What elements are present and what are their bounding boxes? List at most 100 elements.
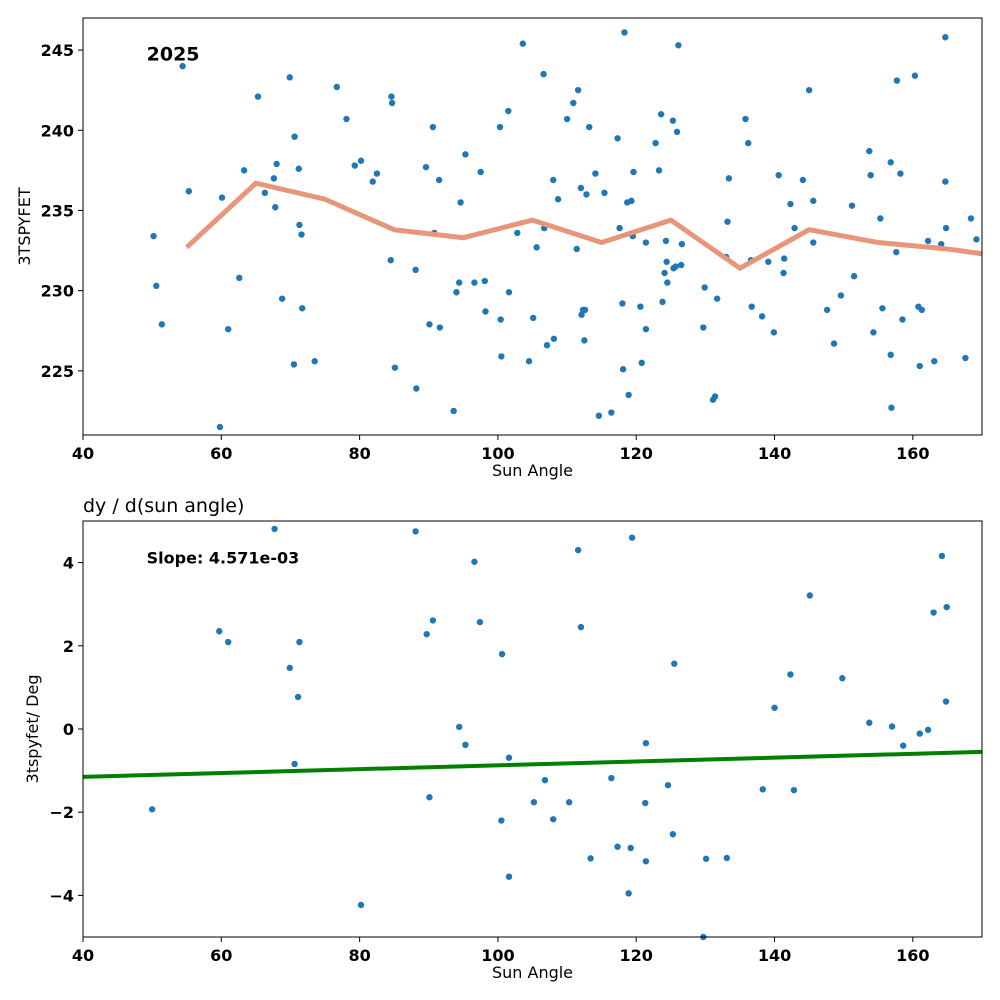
top-chart-data-point xyxy=(630,168,637,176)
bottom-chart-data-point xyxy=(357,901,365,909)
top-chart-data-point xyxy=(942,34,949,41)
bottom-chart-data-point xyxy=(614,843,621,850)
bottom-chart-data-point xyxy=(498,817,505,824)
top-chart-data-point xyxy=(586,123,593,131)
top-chart-data-point xyxy=(311,358,318,365)
top-chart-data-point xyxy=(911,72,919,79)
bottom-chart-x-axis-label: Sun Angle xyxy=(492,963,573,982)
top-chart-y-axis-label: 3TSPYFET xyxy=(15,187,34,265)
top-chart-data-point xyxy=(758,313,766,320)
top-chart-data-point xyxy=(592,170,599,177)
bottom-chart-data-point xyxy=(225,638,232,646)
top-chart-data-point xyxy=(369,178,376,185)
top-chart-data-point xyxy=(867,171,874,179)
top-chart-data-point xyxy=(391,364,399,371)
top-chart-data-point xyxy=(429,123,437,131)
top-chart-data-point xyxy=(870,329,877,336)
top-chart-data-point xyxy=(625,391,632,399)
top-chart-data-point xyxy=(471,279,478,286)
top-chart-data-point xyxy=(412,266,419,274)
bottom-chart-data-point xyxy=(429,617,437,624)
top-chart-data-point xyxy=(967,215,975,222)
top-chart-data-point xyxy=(897,170,904,177)
bottom-chart-data-point xyxy=(671,660,678,667)
top-chart-data-point xyxy=(887,351,894,359)
top-chart-data-point xyxy=(628,197,635,205)
top-chart-data-point xyxy=(218,194,226,201)
top-chart-data-point xyxy=(179,62,186,70)
top-chart-data-point xyxy=(270,175,278,182)
top-chart-data-point xyxy=(422,163,430,171)
top-chart-data-point xyxy=(770,329,778,336)
bottom-chart-y-tick-label: 2 xyxy=(63,637,74,656)
top-chart-data-point xyxy=(216,423,224,431)
top-chart-x-tick-label: 40 xyxy=(72,444,94,463)
top-chart-data-point xyxy=(185,188,193,195)
top-chart-data-point xyxy=(529,314,537,322)
bottom-chart-data-point xyxy=(723,854,731,862)
bottom-chart-x-tick-label: 160 xyxy=(896,946,929,965)
top-chart-data-point xyxy=(918,306,926,314)
top-chart-data-point xyxy=(711,393,719,400)
bottom-chart-data-point xyxy=(787,671,794,678)
bottom-chart-data-point xyxy=(271,525,278,533)
top-chart-data-point xyxy=(830,340,838,347)
bottom-chart-data-point xyxy=(296,638,303,646)
bottom-chart-data-point xyxy=(541,776,549,784)
top-chart-data-point xyxy=(700,324,707,331)
bottom-chart-data-point xyxy=(574,546,582,554)
top-chart-data-point xyxy=(240,167,248,174)
bottom-chart-data-point xyxy=(148,806,156,813)
top-chart-data-point xyxy=(791,224,798,232)
top-chart-x-tick-label: 140 xyxy=(758,444,791,463)
top-chart-data-point xyxy=(543,341,551,349)
top-chart-y-tick-label: 245 xyxy=(41,41,74,60)
top-chart-data-point xyxy=(637,303,644,310)
top-chart-smoothed-line xyxy=(185,180,983,271)
top-chart-data-point xyxy=(810,239,817,246)
top-chart-data-point xyxy=(616,224,623,232)
top-chart-data-point xyxy=(850,273,858,280)
top-chart-data-point xyxy=(296,221,303,229)
bottom-chart-data-point xyxy=(924,726,932,734)
bottom-chart-data-point xyxy=(771,704,778,711)
top-chart-data-point xyxy=(775,171,782,179)
top-chart-data-point xyxy=(343,115,350,123)
top-chart-data-point xyxy=(554,196,562,203)
bottom-chart-data-point xyxy=(866,719,873,726)
bottom-chart-annotation: Slope: 4.571e-03 xyxy=(147,548,300,567)
top-chart-data-point xyxy=(962,354,969,362)
top-chart-data-point xyxy=(664,279,671,286)
top-chart-data-point xyxy=(765,258,772,265)
top-chart-y-tick-label: 230 xyxy=(41,282,74,301)
top-chart-data-point xyxy=(550,176,557,184)
bottom-chart-data-point xyxy=(942,698,950,705)
top-chart-data-point xyxy=(614,135,621,142)
top-chart-data-point xyxy=(701,284,708,291)
top-chart-data-point xyxy=(496,123,504,131)
top-chart-data-point xyxy=(519,40,527,47)
top-chart-data-point xyxy=(879,305,886,312)
bottom-chart-data-point xyxy=(839,675,846,682)
bottom-chart-title: dy / d(sun angle) xyxy=(83,495,244,517)
top-chart-data-point xyxy=(225,325,232,333)
top-chart-x-axis-label: Sun Angle xyxy=(492,461,573,480)
bottom-chart-y-tick-label: −4 xyxy=(49,886,74,905)
bottom-chart-data-point xyxy=(642,799,649,807)
bottom-chart-points xyxy=(148,525,950,941)
bottom-chart-data-point xyxy=(669,831,677,838)
top-chart-data-point xyxy=(713,295,721,302)
top-chart-data-point xyxy=(457,199,464,206)
top-chart-data-point xyxy=(295,165,302,172)
top-chart-y-tick-label: 225 xyxy=(41,362,74,381)
bottom-chart-y-axis-label: 3tspyfet/ Deg xyxy=(23,675,42,784)
top-chart-data-point xyxy=(799,176,807,184)
bottom-chart-data-point xyxy=(899,742,907,749)
top-chart-data-point xyxy=(893,248,900,256)
bottom-chart-data-point xyxy=(476,618,484,626)
bottom-chart-data-point xyxy=(916,730,923,737)
top-chart-data-point xyxy=(482,308,489,315)
bottom-chart-data-point xyxy=(702,855,710,862)
top-chart-data-point xyxy=(837,292,845,299)
